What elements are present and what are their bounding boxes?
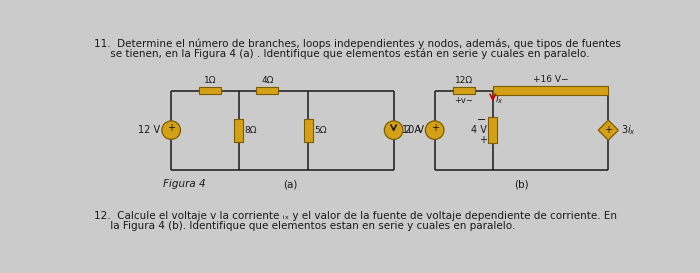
Bar (488, 117, 498, 143)
Circle shape (384, 121, 403, 140)
Text: 11.  Determine el número de branches, loops independientes y nodos, además, que : 11. Determine el número de branches, loo… (94, 39, 621, 49)
Circle shape (162, 121, 181, 140)
Text: +: + (167, 123, 175, 133)
Circle shape (426, 121, 444, 140)
Text: 12.  Calcule el voltaje v la corriente ᵢₓ y el valor de la fuente de voltaje dep: 12. Calcule el voltaje v la corriente ᵢₓ… (94, 211, 617, 221)
Bar (234, 118, 243, 142)
Text: −: − (477, 115, 486, 125)
Text: Figura 4: Figura 4 (163, 179, 206, 189)
Text: 4 V: 4 V (470, 125, 486, 135)
Text: 2 A: 2 A (405, 125, 421, 135)
Bar (199, 87, 220, 94)
Text: $i_x$: $i_x$ (495, 93, 504, 106)
Text: la Figura 4 (b). Identifique que elementos estan en serie y cuales en paralelo.: la Figura 4 (b). Identifique que element… (94, 221, 515, 231)
Text: 12 V: 12 V (138, 125, 160, 135)
Polygon shape (598, 120, 618, 140)
Text: 12Ω: 12Ω (455, 76, 472, 85)
Bar (493, 86, 608, 95)
Bar (256, 87, 278, 94)
Text: +16 V−: +16 V− (533, 75, 568, 84)
Text: (a): (a) (283, 179, 298, 189)
Bar (304, 118, 313, 142)
Text: $3i_x$: $3i_x$ (621, 123, 636, 137)
Text: 5Ω: 5Ω (314, 126, 327, 135)
Text: 1Ω: 1Ω (204, 76, 216, 85)
Text: +: + (430, 123, 439, 133)
Bar (453, 87, 475, 94)
Text: 10 V: 10 V (402, 125, 424, 135)
Text: +: + (479, 135, 486, 145)
Text: se tienen, en la Figura 4 (a) . Identifique que elementos están en serie y cuale: se tienen, en la Figura 4 (a) . Identifi… (94, 48, 589, 59)
Text: +: + (604, 125, 612, 135)
Text: (b): (b) (514, 179, 528, 189)
Text: +v−: +v− (454, 96, 473, 105)
Text: 8Ω: 8Ω (244, 126, 257, 135)
Text: 4Ω: 4Ω (261, 76, 274, 85)
